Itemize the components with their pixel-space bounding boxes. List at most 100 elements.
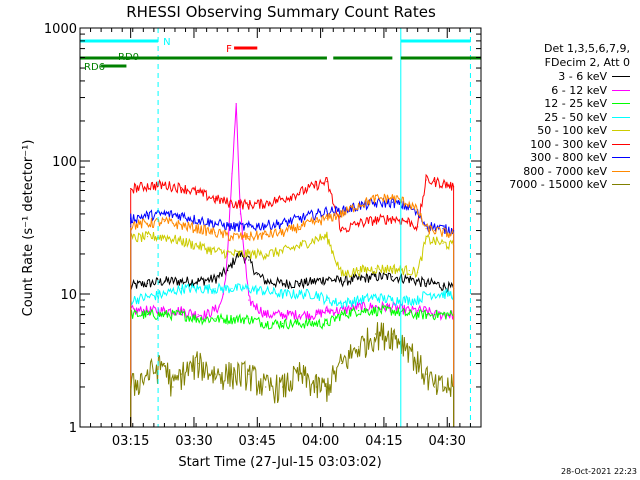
series-0-point-1 bbox=[146, 282, 149, 285]
series-line-3 bbox=[130, 282, 455, 427]
flag-label-f: F bbox=[226, 44, 232, 55]
series-7-point-18 bbox=[417, 210, 419, 212]
series-4-point-5 bbox=[214, 250, 216, 252]
legend-header-line-1: Det 1,3,5,6,7,9, bbox=[543, 42, 630, 55]
series-8-point-2 bbox=[163, 362, 166, 365]
series-7 bbox=[130, 193, 455, 427]
series-0-point-9 bbox=[248, 259, 250, 261]
series-5-point-2 bbox=[163, 184, 166, 186]
y-tick-label-0: 1 bbox=[69, 421, 77, 436]
series-3-point-11 bbox=[315, 293, 317, 295]
series-line-6 bbox=[130, 197, 455, 427]
series-6-point-20 bbox=[433, 226, 436, 228]
series-4-point-7 bbox=[248, 253, 250, 255]
series-6-point-3 bbox=[180, 214, 182, 216]
series-1-point-10 bbox=[235, 103, 237, 105]
series-line-2 bbox=[130, 303, 455, 427]
legend-item-6: 300 - 800 keV bbox=[470, 151, 630, 165]
series-5-point-11 bbox=[315, 184, 317, 186]
x-tick-label-1: 03:30 bbox=[175, 434, 212, 449]
series-0-point-19 bbox=[391, 276, 393, 278]
series-line-0 bbox=[130, 251, 455, 427]
series-0-point-12 bbox=[282, 282, 284, 285]
axis-layer: 1 10 100 1000 03:15 03:30 03:45 04:00 04:15 04:30 bbox=[44, 22, 482, 449]
series-0-point-24 bbox=[442, 285, 444, 287]
x-tick-label-0: 03:15 bbox=[112, 434, 149, 449]
series-4-point-18 bbox=[417, 271, 419, 274]
series-6-point-6 bbox=[231, 226, 233, 228]
legend-swatch-7 bbox=[612, 170, 630, 172]
y-axis-label: Count Rate (s⁻¹ detector⁻¹) bbox=[21, 140, 36, 317]
series-2-point-14 bbox=[357, 310, 360, 312]
series-0-point-5 bbox=[214, 278, 216, 280]
series-8-point-17 bbox=[391, 333, 393, 335]
series-8-point-12 bbox=[315, 386, 317, 388]
series-layer bbox=[130, 103, 455, 427]
series-1-point-21 bbox=[391, 306, 393, 308]
series-0-point-6 bbox=[227, 269, 229, 272]
legend-label-4: 50 - 100 keV bbox=[537, 124, 607, 138]
series-3-point-16 bbox=[391, 299, 393, 301]
series-0-point-15 bbox=[326, 278, 328, 280]
series-7-point-7 bbox=[248, 236, 250, 238]
legend-swatch-3 bbox=[612, 116, 630, 118]
legend-item-8: 7000 - 15000 keV bbox=[470, 178, 630, 192]
series-7-point-2 bbox=[163, 221, 166, 223]
series-8-point-15 bbox=[357, 346, 360, 348]
legend-swatch-1 bbox=[612, 89, 630, 91]
series-2-point-8 bbox=[265, 322, 267, 325]
series-2-point-19 bbox=[425, 314, 427, 316]
series-8-point-21 bbox=[433, 386, 436, 388]
series-2-point-12 bbox=[326, 322, 328, 325]
series-7-point-16 bbox=[391, 197, 393, 199]
series-8-point-11 bbox=[298, 373, 301, 375]
series-1-point-6 bbox=[218, 306, 220, 308]
series-4-point-13 bbox=[341, 273, 343, 276]
legend-item-7: 800 - 7000 keV bbox=[470, 165, 630, 179]
series-8-point-5 bbox=[197, 362, 199, 365]
series-7-point-17 bbox=[408, 202, 410, 204]
series-6-point-7 bbox=[248, 226, 250, 228]
series-0 bbox=[130, 251, 455, 427]
series-5-point-14 bbox=[357, 222, 360, 224]
flag-label-rd6: RD6 bbox=[84, 62, 105, 73]
series-line-7 bbox=[130, 193, 455, 427]
series-0-point-10 bbox=[256, 273, 258, 276]
series-8-point-22 bbox=[442, 386, 444, 388]
series-7-point-5 bbox=[214, 231, 216, 234]
series-4-point-10 bbox=[298, 245, 301, 247]
series-3-point-10 bbox=[298, 293, 301, 295]
series-6-point-1 bbox=[146, 214, 149, 216]
series-7-point-1 bbox=[146, 222, 149, 224]
series-2-point-5 bbox=[214, 318, 216, 320]
y-tick-label-3: 1000 bbox=[44, 22, 77, 37]
series-8-point-18 bbox=[408, 346, 410, 348]
series-0-point-8 bbox=[239, 253, 241, 255]
series-2-point-9 bbox=[282, 322, 284, 325]
series-3-point-13 bbox=[341, 302, 343, 304]
series-5-point-22 bbox=[452, 186, 455, 188]
legend-swatch-4 bbox=[612, 130, 630, 132]
series-5-point-4 bbox=[197, 191, 199, 194]
legend: Det 1,3,5,6,7,9, FDecim 2, Att 0 3 - 6 k… bbox=[470, 42, 630, 192]
series-8-point-9 bbox=[265, 386, 267, 388]
series-2-point-17 bbox=[408, 314, 410, 316]
timestamp: 28-Oct-2021 22:23 bbox=[561, 467, 637, 476]
series-6-point-17 bbox=[408, 206, 410, 208]
legend-item-3: 25 - 50 keV bbox=[470, 111, 630, 125]
series-8-point-8 bbox=[248, 373, 250, 375]
chart-title: RHESSI Observing Summary Count Rates bbox=[126, 3, 436, 21]
series-4-point-16 bbox=[391, 268, 393, 270]
legend-label-1: 6 - 12 keV bbox=[551, 83, 607, 97]
x-axis-label: Start Time (27-Jul-15 03:03:02) bbox=[178, 455, 381, 470]
series-2-point-10 bbox=[298, 322, 301, 325]
series-3-point-2 bbox=[163, 293, 166, 295]
series-6-point-8 bbox=[265, 224, 267, 226]
series-4-point-9 bbox=[282, 250, 284, 252]
series-0-point-3 bbox=[180, 280, 182, 282]
series-4-point-11 bbox=[315, 238, 317, 240]
legend-item-0: 3 - 6 keV bbox=[470, 70, 630, 84]
series-5-point-6 bbox=[231, 202, 233, 204]
series-2-point-16 bbox=[391, 310, 393, 312]
